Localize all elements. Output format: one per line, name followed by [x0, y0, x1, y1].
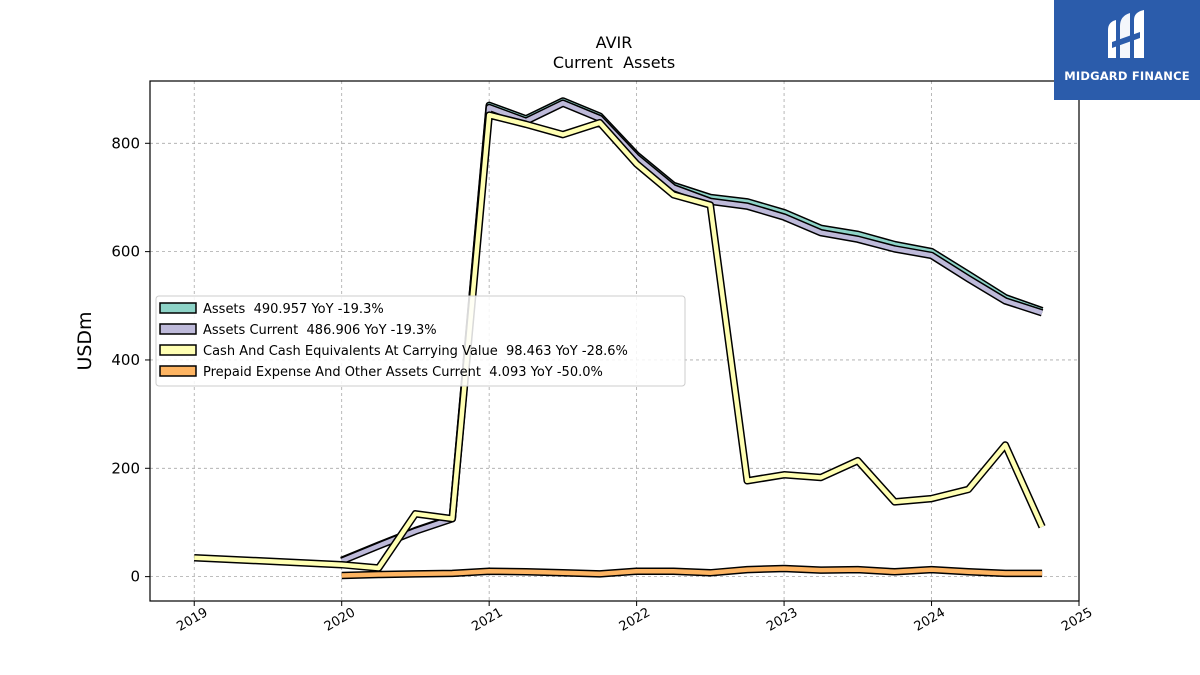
x-tick-label: 2022 — [617, 605, 653, 635]
x-tick-label: 2019 — [174, 605, 210, 635]
legend-label: Cash And Cash Equivalents At Carrying Va… — [203, 344, 628, 359]
series-stroke — [194, 112, 1045, 571]
legend-box — [155, 295, 686, 387]
legend: Assets 490.957 YoY -19.3% Assets Current … — [155, 295, 686, 387]
x-tick-label: 2021 — [469, 605, 505, 635]
y-tick-label: 800 — [111, 134, 140, 152]
y-axis: 0 200 400 600 800 — [111, 134, 150, 586]
legend-label: Assets Current 486.906 YoY -19.3% — [203, 323, 437, 338]
x-tick-label: 2020 — [322, 605, 358, 635]
legend-item: Assets Current 486.906 YoY -19.3% — [159, 323, 437, 338]
legend-swatch — [159, 365, 197, 377]
y-axis-label: USDm — [74, 311, 96, 370]
chart-title: AVIR — [596, 33, 633, 52]
legend-label: Prepaid Expense And Other Assets Current… — [203, 365, 603, 380]
x-axis: 2019 2020 2021 2022 2023 2024 2025 — [174, 601, 1095, 635]
logo-text: MIDGARD FINANCE — [1064, 69, 1190, 83]
legend-item: Prepaid Expense And Other Assets Current… — [159, 365, 603, 380]
logo-mark-icon — [1108, 10, 1144, 58]
x-tick-label: 2025 — [1059, 605, 1095, 635]
legend-swatch — [159, 323, 197, 335]
series-stroke — [341, 566, 1043, 578]
y-tick-label: 600 — [111, 243, 140, 261]
legend-label: Assets 490.957 YoY -19.3% — [203, 302, 384, 317]
series-line-2 — [194, 111, 1046, 572]
series-layer — [194, 97, 1046, 580]
plot-frame — [149, 80, 1080, 602]
legend-swatch — [159, 344, 197, 356]
y-tick-label: 0 — [130, 568, 140, 586]
x-tick-label: 2024 — [912, 605, 948, 635]
y-tick-label: 200 — [111, 459, 140, 477]
brand-logo: MIDGARD FINANCE — [1054, 0, 1200, 100]
legend-swatch — [159, 302, 197, 314]
chart-subtitle: Current Assets — [553, 53, 675, 72]
x-tick-label: 2023 — [764, 605, 800, 635]
legend-item: Cash And Cash Equivalents At Carrying Va… — [159, 344, 628, 359]
y-tick-label: 400 — [111, 351, 140, 369]
legend-item: Assets 490.957 YoY -19.3% — [159, 302, 384, 317]
series-line-3 — [341, 564, 1043, 580]
